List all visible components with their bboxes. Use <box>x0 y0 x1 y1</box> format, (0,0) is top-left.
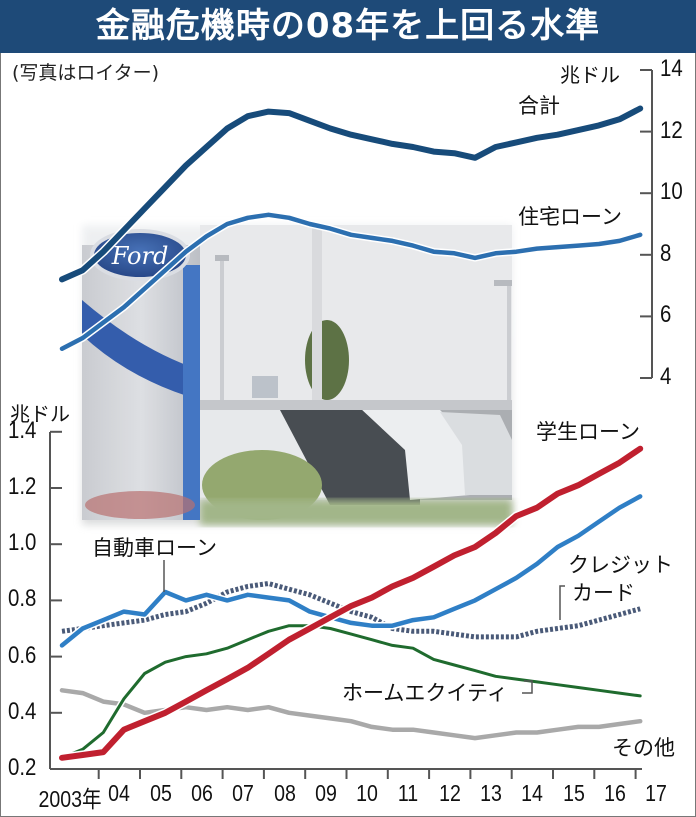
right-y-axis <box>640 69 653 379</box>
left-unit-label: 兆ドル <box>10 402 70 426</box>
x-tick-label: 12 <box>438 780 461 806</box>
photo-credit: (写真はロイター) <box>12 62 160 84</box>
svg-text:Ford: Ford <box>111 242 169 270</box>
series-line <box>59 105 644 283</box>
series-line <box>61 581 641 640</box>
left-tick-label: 0.6 <box>8 641 37 669</box>
right-tick-label: 12 <box>660 116 683 144</box>
x-tick-label: 2003年 <box>38 786 102 812</box>
x-tick-label: 08 <box>273 780 296 806</box>
x-tick-label: 13 <box>480 780 502 806</box>
x-tick-label: 04 <box>108 780 131 806</box>
label-mortgage: 住宅ローン <box>518 205 622 229</box>
series-line <box>59 212 643 351</box>
label-other: その他 <box>612 736 675 760</box>
photo-group: Ford <box>82 225 512 525</box>
x-tick-label: 15 <box>562 780 585 806</box>
right-tick-label: 10 <box>660 178 683 206</box>
label-student-loan: 学生ローン <box>536 420 640 444</box>
right-tick-label: 14 <box>660 55 683 82</box>
left-tick-label: 0.2 <box>8 754 37 781</box>
x-tick-label: 16 <box>604 780 626 806</box>
x-tick-label: 05 <box>149 780 172 806</box>
series-line <box>59 445 644 761</box>
x-tick-label: 10 <box>356 780 378 806</box>
label-auto-loan: 自動車ローン <box>92 536 217 560</box>
x-tick-label: 11 <box>398 780 419 806</box>
right-tick-label: 8 <box>660 239 672 267</box>
label-home-equity: ホームエクイティ <box>342 681 508 705</box>
label-credit-card-1: クレジット <box>568 553 673 577</box>
chart-title: 金融危機時の08年を上回る水準 <box>0 0 696 53</box>
x-tick-label: 17 <box>645 780 668 806</box>
left-tick-label: 1.0 <box>8 529 37 557</box>
annotation-leaders <box>163 560 565 694</box>
right-tick-label: 6 <box>660 301 672 329</box>
x-tick-label: 09 <box>314 780 337 806</box>
x-tick-label: 14 <box>521 780 544 806</box>
series-line <box>60 624 642 760</box>
left-tick-label: 0.8 <box>8 585 37 613</box>
label-credit-card-2: カード <box>572 581 635 605</box>
x-tick-label: 06 <box>191 780 213 806</box>
left-tick-label: 1.4 <box>8 416 37 444</box>
right-unit-label: 兆ドル <box>560 63 620 87</box>
series-line <box>59 494 643 648</box>
x-tick-label: 07 <box>232 780 255 806</box>
right-tick-label: 4 <box>660 363 672 390</box>
left-tick-label: 1.2 <box>8 473 37 500</box>
left-y-axis <box>49 430 642 779</box>
left-tick-label: 0.4 <box>8 697 37 725</box>
label-total: 合計 <box>518 94 560 118</box>
